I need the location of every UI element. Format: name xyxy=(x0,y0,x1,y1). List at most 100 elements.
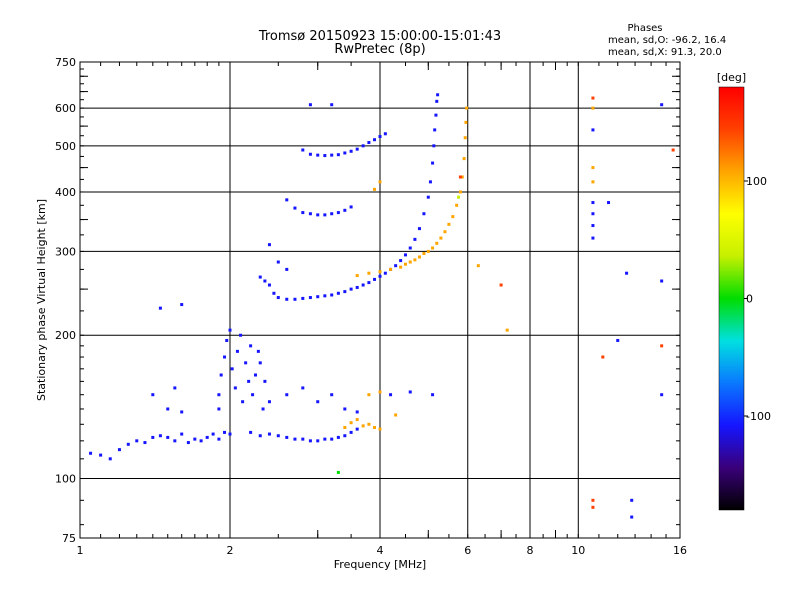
data-point xyxy=(330,293,334,297)
data-point xyxy=(267,283,271,287)
data-point xyxy=(373,138,377,142)
data-point xyxy=(455,203,459,207)
data-point xyxy=(660,393,664,397)
data-point xyxy=(316,295,320,299)
y-tick-label: 300 xyxy=(55,245,76,258)
data-point xyxy=(261,407,265,411)
data-point xyxy=(343,290,347,294)
data-point xyxy=(173,386,177,390)
data-point xyxy=(263,379,267,383)
data-point xyxy=(267,243,271,247)
data-point xyxy=(591,180,595,184)
data-point xyxy=(316,213,320,217)
data-point xyxy=(166,435,170,439)
data-point xyxy=(367,271,371,275)
colorbar: [deg] 100 0 -100 xyxy=(717,71,771,511)
data-point xyxy=(417,255,421,259)
data-point xyxy=(399,259,403,263)
x-axis-label: Frequency [MHz] xyxy=(334,558,426,571)
data-point xyxy=(301,437,305,441)
data-point xyxy=(301,211,305,215)
data-point xyxy=(431,246,435,250)
data-point xyxy=(447,222,451,226)
data-point xyxy=(228,432,232,436)
data-point xyxy=(383,271,387,275)
data-point xyxy=(336,470,340,474)
data-point xyxy=(89,451,93,455)
data-point xyxy=(267,432,271,436)
data-point xyxy=(256,349,260,353)
data-point xyxy=(316,400,320,404)
data-point xyxy=(378,180,382,184)
data-point xyxy=(244,361,248,365)
data-point xyxy=(389,267,393,271)
data-point xyxy=(293,437,297,441)
data-point xyxy=(355,147,359,151)
data-point xyxy=(316,439,320,443)
data-point xyxy=(460,175,464,179)
data-point xyxy=(117,448,121,452)
y-axis-label: Stationary phase Virtual Height [km] xyxy=(35,199,48,401)
data-point xyxy=(323,437,327,441)
data-point xyxy=(462,157,466,161)
data-point xyxy=(293,297,297,301)
data-point xyxy=(285,198,289,202)
data-point xyxy=(247,379,251,383)
data-point xyxy=(361,283,365,287)
data-point xyxy=(349,287,353,291)
data-point xyxy=(211,432,215,436)
data-point xyxy=(431,393,435,397)
data-point xyxy=(458,190,462,194)
data-point xyxy=(443,230,447,234)
data-point xyxy=(591,128,595,132)
x-tick-label: 16 xyxy=(673,544,687,557)
y-tick-label: 100 xyxy=(55,473,76,486)
data-point xyxy=(323,294,327,298)
data-point xyxy=(186,441,190,445)
data-point xyxy=(330,212,334,216)
data-point xyxy=(349,421,353,425)
data-point xyxy=(199,439,203,443)
data-point xyxy=(367,422,371,426)
data-point xyxy=(330,103,334,107)
data-point xyxy=(451,215,455,219)
data-point xyxy=(276,434,280,438)
data-point xyxy=(439,236,443,240)
data-point xyxy=(435,241,439,245)
data-point xyxy=(233,386,237,390)
data-point xyxy=(263,279,267,283)
data-point xyxy=(99,453,103,457)
data-point xyxy=(258,434,262,438)
data-point xyxy=(180,432,184,436)
data-point xyxy=(367,281,371,285)
data-point xyxy=(336,211,340,215)
data-point xyxy=(336,435,340,439)
data-point xyxy=(591,505,595,509)
data-point xyxy=(343,434,347,438)
data-point xyxy=(349,205,353,209)
data-point xyxy=(301,386,305,390)
data-point xyxy=(336,153,340,157)
data-point xyxy=(630,498,634,502)
data-point xyxy=(378,274,382,278)
data-point xyxy=(343,208,347,212)
data-point xyxy=(276,260,280,264)
data-point xyxy=(223,355,227,359)
data-point xyxy=(616,338,620,342)
data-point xyxy=(417,227,421,231)
data-point xyxy=(355,418,359,422)
data-point xyxy=(180,410,184,414)
info-panel-line-x: mean, sd,X: 91.3, 20.0 xyxy=(608,47,722,58)
data-point xyxy=(158,306,162,310)
chart-title: Tromsø 20150923 15:00:00-15:01:43 xyxy=(258,29,501,44)
data-point xyxy=(253,373,257,377)
data-point xyxy=(422,212,426,216)
data-point xyxy=(193,437,197,441)
data-point xyxy=(217,407,221,411)
data-point xyxy=(378,135,382,139)
data-point xyxy=(323,213,327,217)
data-point xyxy=(330,153,334,157)
data-point xyxy=(457,195,461,199)
data-point xyxy=(428,180,432,184)
data-point xyxy=(151,435,155,439)
